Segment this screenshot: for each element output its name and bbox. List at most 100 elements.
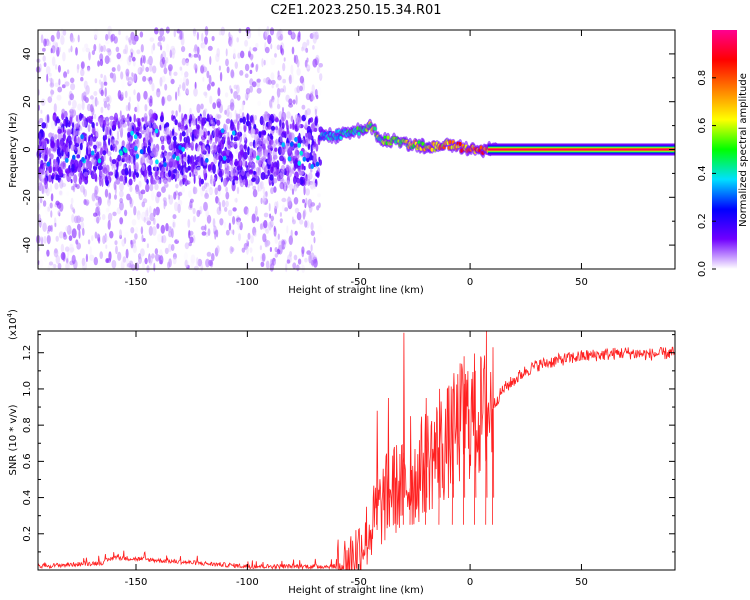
heatmap-cell bbox=[178, 145, 182, 150]
heatmap-cell bbox=[175, 91, 178, 101]
heatmap-cell bbox=[133, 134, 138, 140]
heatmap-cell bbox=[287, 29, 292, 36]
heatmap-cell bbox=[156, 88, 160, 93]
heatmap-cell bbox=[271, 83, 274, 89]
heatmap-cell bbox=[44, 138, 47, 147]
heatmap-cell bbox=[110, 138, 113, 147]
heatmap-cell bbox=[200, 42, 206, 49]
heatmap-cell bbox=[66, 225, 72, 235]
heatmap-cell bbox=[57, 128, 62, 134]
heatmap-cell bbox=[93, 212, 98, 217]
heatmap-cell bbox=[125, 68, 130, 77]
heatmap-cell bbox=[179, 66, 183, 71]
heatmap-cell bbox=[136, 49, 141, 55]
heatmap-cell bbox=[194, 154, 197, 161]
x-tick-label: 0 bbox=[467, 277, 473, 288]
heatmap-cell bbox=[166, 43, 170, 53]
heatmap-cell bbox=[230, 88, 233, 94]
heatmap-cell bbox=[430, 147, 434, 152]
heatmap-cell bbox=[152, 43, 156, 51]
heatmap-cell bbox=[120, 71, 124, 80]
heatmap-cell bbox=[268, 203, 271, 212]
heatmap-cell bbox=[64, 81, 70, 87]
heatmap-cell bbox=[256, 155, 260, 161]
heatmap-cell bbox=[259, 177, 262, 186]
heatmap-cell bbox=[302, 137, 305, 147]
heatmap-cell bbox=[182, 177, 186, 183]
heatmap-cell bbox=[132, 60, 136, 67]
heatmap-cell bbox=[185, 59, 189, 66]
heatmap-cell bbox=[153, 262, 156, 272]
heatmap-cell bbox=[248, 179, 253, 186]
heatmap-cell bbox=[58, 190, 64, 197]
heatmap-cell bbox=[311, 95, 315, 101]
heatmap-cell bbox=[91, 122, 95, 129]
heatmap-cell bbox=[87, 65, 91, 71]
heatmap-cell bbox=[317, 87, 322, 96]
heatmap-cell bbox=[271, 99, 277, 105]
heatmap-cell bbox=[301, 104, 306, 110]
heatmap-cell bbox=[78, 84, 81, 91]
heatmap-cell bbox=[146, 59, 150, 65]
heatmap-cell bbox=[161, 144, 165, 151]
x-tick-label: -50 bbox=[351, 277, 367, 288]
heatmap-cell bbox=[141, 164, 146, 172]
heatmap-cell bbox=[193, 174, 196, 185]
heatmap-cell bbox=[75, 47, 78, 56]
heatmap-cell bbox=[197, 115, 200, 122]
heatmap-cell bbox=[172, 154, 176, 160]
heatmap-cell bbox=[185, 78, 190, 86]
heatmap-cell bbox=[246, 208, 249, 217]
heatmap-cell bbox=[153, 210, 158, 216]
heatmap-cell bbox=[217, 87, 221, 97]
heatmap-cell bbox=[46, 249, 50, 257]
heatmap-cell bbox=[167, 243, 172, 253]
heatmap-cell bbox=[154, 183, 159, 191]
heatmap-cell bbox=[284, 207, 289, 212]
heatmap-cell bbox=[262, 144, 266, 150]
heatmap-cell bbox=[100, 89, 104, 97]
heatmap-cell bbox=[49, 183, 53, 192]
heatmap-cell bbox=[70, 37, 75, 43]
heatmap-cell bbox=[89, 254, 95, 261]
heatmap-cell bbox=[146, 243, 149, 249]
heatmap-cell bbox=[190, 254, 196, 264]
heatmap-cell bbox=[304, 220, 308, 228]
heatmap-cell bbox=[125, 35, 129, 41]
heatmap-cell bbox=[197, 146, 201, 156]
heatmap-cell bbox=[229, 40, 233, 47]
heatmap-cell bbox=[141, 130, 145, 135]
heatmap-cell bbox=[69, 110, 72, 116]
heatmap-cell bbox=[306, 132, 312, 141]
heatmap-cell bbox=[93, 113, 97, 120]
heatmap-cell bbox=[149, 212, 155, 222]
heatmap-cell bbox=[105, 207, 109, 213]
heatmap-cell bbox=[245, 92, 249, 101]
heatmap-cell bbox=[238, 28, 242, 34]
heatmap-cell bbox=[177, 164, 181, 171]
heatmap-cell bbox=[149, 80, 152, 87]
heatmap-cell bbox=[107, 202, 111, 213]
heatmap-cell bbox=[206, 184, 211, 192]
heatmap-cell bbox=[81, 92, 84, 102]
heatmap-cell bbox=[93, 256, 99, 266]
heatmap-cell bbox=[294, 125, 298, 130]
heatmap-cell bbox=[225, 191, 230, 200]
heatmap-cell bbox=[47, 263, 51, 273]
heatmap-cell bbox=[167, 261, 171, 269]
heatmap-cell bbox=[265, 260, 270, 269]
heatmap-cell bbox=[61, 84, 66, 89]
heatmap-cell bbox=[152, 65, 157, 74]
heatmap-cell bbox=[244, 39, 249, 47]
heatmap-cell bbox=[296, 85, 301, 94]
heatmap-cell bbox=[296, 59, 300, 68]
heatmap-cell bbox=[301, 46, 304, 52]
heatmap-cell bbox=[48, 232, 52, 237]
heatmap-cell bbox=[264, 29, 269, 38]
heatmap-cell bbox=[41, 170, 45, 175]
heatmap-cell bbox=[136, 210, 141, 221]
heatmap-cell bbox=[269, 113, 274, 122]
heatmap-cell bbox=[233, 48, 236, 58]
heatmap-cell bbox=[249, 247, 253, 253]
heatmap-cell bbox=[149, 131, 152, 140]
